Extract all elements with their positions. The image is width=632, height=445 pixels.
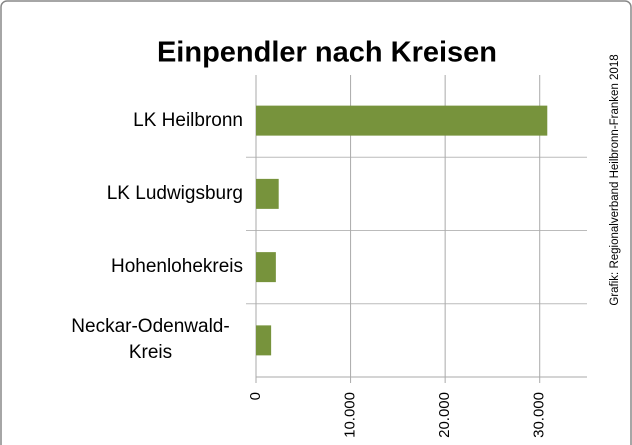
- y-tick-label: LK Heilbronn: [133, 109, 243, 131]
- bar: [256, 105, 548, 136]
- bar: [256, 252, 276, 283]
- y-tick-label: LK Ludwigsburg: [106, 182, 243, 204]
- y-tick-label: Hohenlohekreis: [110, 256, 243, 278]
- y-tick-label-box: Neckar-Odenwald-Kreis: [58, 314, 243, 366]
- x-tick-label: 30.000: [531, 392, 548, 438]
- y-tick-label-box: Hohenlohekreis: [111, 254, 243, 280]
- source-note: Grafik: Regionalverband Heilbronn-Franke…: [609, 54, 621, 305]
- y-tick-label: Neckar-Odenwald-Kreis: [71, 316, 230, 364]
- chart-title: Einpendler nach Kreisen: [157, 37, 497, 69]
- x-tick-label: 20.000: [436, 392, 453, 438]
- x-tick-label: 0: [247, 392, 264, 400]
- x-tick-label: 10.000: [342, 392, 359, 438]
- bar: [256, 325, 272, 356]
- y-tick-label-box: LK Ludwigsburg: [107, 181, 243, 207]
- y-tick-label-box: LK Heilbronn: [133, 108, 243, 134]
- bar: [256, 178, 279, 209]
